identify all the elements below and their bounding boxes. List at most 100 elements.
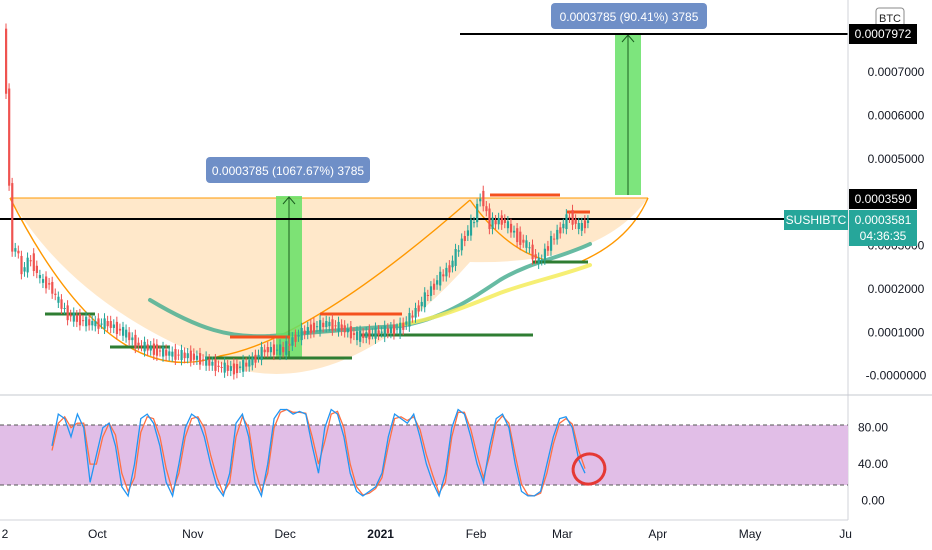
candle-body [78,314,82,326]
candle-body [109,321,112,328]
candle-body [506,221,510,229]
candle-body [442,274,445,277]
candle-body [257,354,260,358]
candle-body [469,219,473,236]
candle-body [118,328,122,331]
candle-body [272,344,276,355]
candle-body [195,355,199,360]
candle-body [423,292,426,308]
candle-body [574,219,577,224]
candle-body [131,337,134,341]
candle-body [235,363,239,374]
candle-body [11,183,14,252]
candle-body [346,328,349,333]
time-tick-label: Apr [648,527,667,541]
candle-body [211,361,214,366]
candle-body [23,267,26,272]
candle-body [51,281,54,294]
candle-body [377,330,380,335]
candle-body [97,318,100,329]
candle-body [580,222,583,231]
candle-body [417,305,420,312]
candle-body [562,223,565,229]
time-tick-label: Mar [552,527,573,541]
candle-body [202,359,205,361]
candle-body [485,206,488,212]
candle-body [60,299,63,309]
candle-body [263,349,266,353]
candle-body [122,327,125,336]
candle-body [66,305,69,321]
candle-body [365,332,368,338]
candle-body [14,248,17,252]
candle-body [223,362,226,373]
time-tick-label: Feb [466,527,487,541]
candle-body [269,347,272,353]
candle-body [549,236,553,251]
candle-body [432,283,436,290]
time-tick-label: Ju [839,527,852,541]
candle-body [137,342,140,346]
candle-body [134,334,137,348]
candle-body [340,324,343,331]
candle-body [482,190,485,207]
candle-body [291,337,294,346]
candle-body [534,254,537,259]
candle-body [208,359,211,366]
candle-body [245,362,248,367]
candle-body [8,88,11,186]
time-tick-label: 2 [2,527,9,541]
candle-body [494,220,497,225]
symbol-tag [784,210,848,230]
candle-body [54,293,57,295]
candle-body [125,329,128,338]
measure-label-1: 0.0003785 (1067.67%) 3785 [212,164,364,178]
candle-body [463,236,466,241]
candle-body [288,343,291,346]
current-price-tag [849,210,917,246]
candle-body [396,328,399,330]
candle-body [75,315,79,322]
stoch-tick-label: 0.00 [861,493,885,507]
time-tick-label: 2021 [367,527,394,541]
candle-body [183,352,186,359]
candle-body [513,230,516,233]
candle-body [343,325,346,333]
candle-body [239,366,242,368]
target-price-tag [849,24,917,44]
candle-body [41,279,45,283]
candle-body [306,327,309,335]
candle-body [177,354,180,356]
candle-body [473,222,476,224]
candle-body [386,328,389,334]
candle-body [466,230,470,236]
currency-badge-label: BTC [879,13,901,25]
candle-body [143,341,146,352]
candle-body [103,318,106,329]
candle-body [128,332,131,341]
candle-body [411,315,414,318]
candle-body [389,327,393,334]
moving-average-slow [398,263,592,327]
stoch-k-line [51,408,586,498]
candle-body [171,351,174,357]
candle-body [577,222,580,230]
candle-body [220,366,223,368]
candle-body [565,214,568,230]
resistance-lines [230,193,590,339]
candle-body [32,253,35,271]
candle-body [309,324,313,334]
candle-body [57,296,60,303]
candle-body [266,347,269,353]
candle-body [368,329,371,340]
candle-body [174,349,177,360]
time-tick-label: May [739,527,762,541]
candle-body [248,360,251,367]
candle-body [451,260,454,268]
resistance-price-tag [849,189,917,209]
candle-body [17,250,20,254]
candle-body [35,265,38,274]
candle-body [583,220,587,229]
candle-body [189,350,192,362]
candle-body [192,353,196,360]
